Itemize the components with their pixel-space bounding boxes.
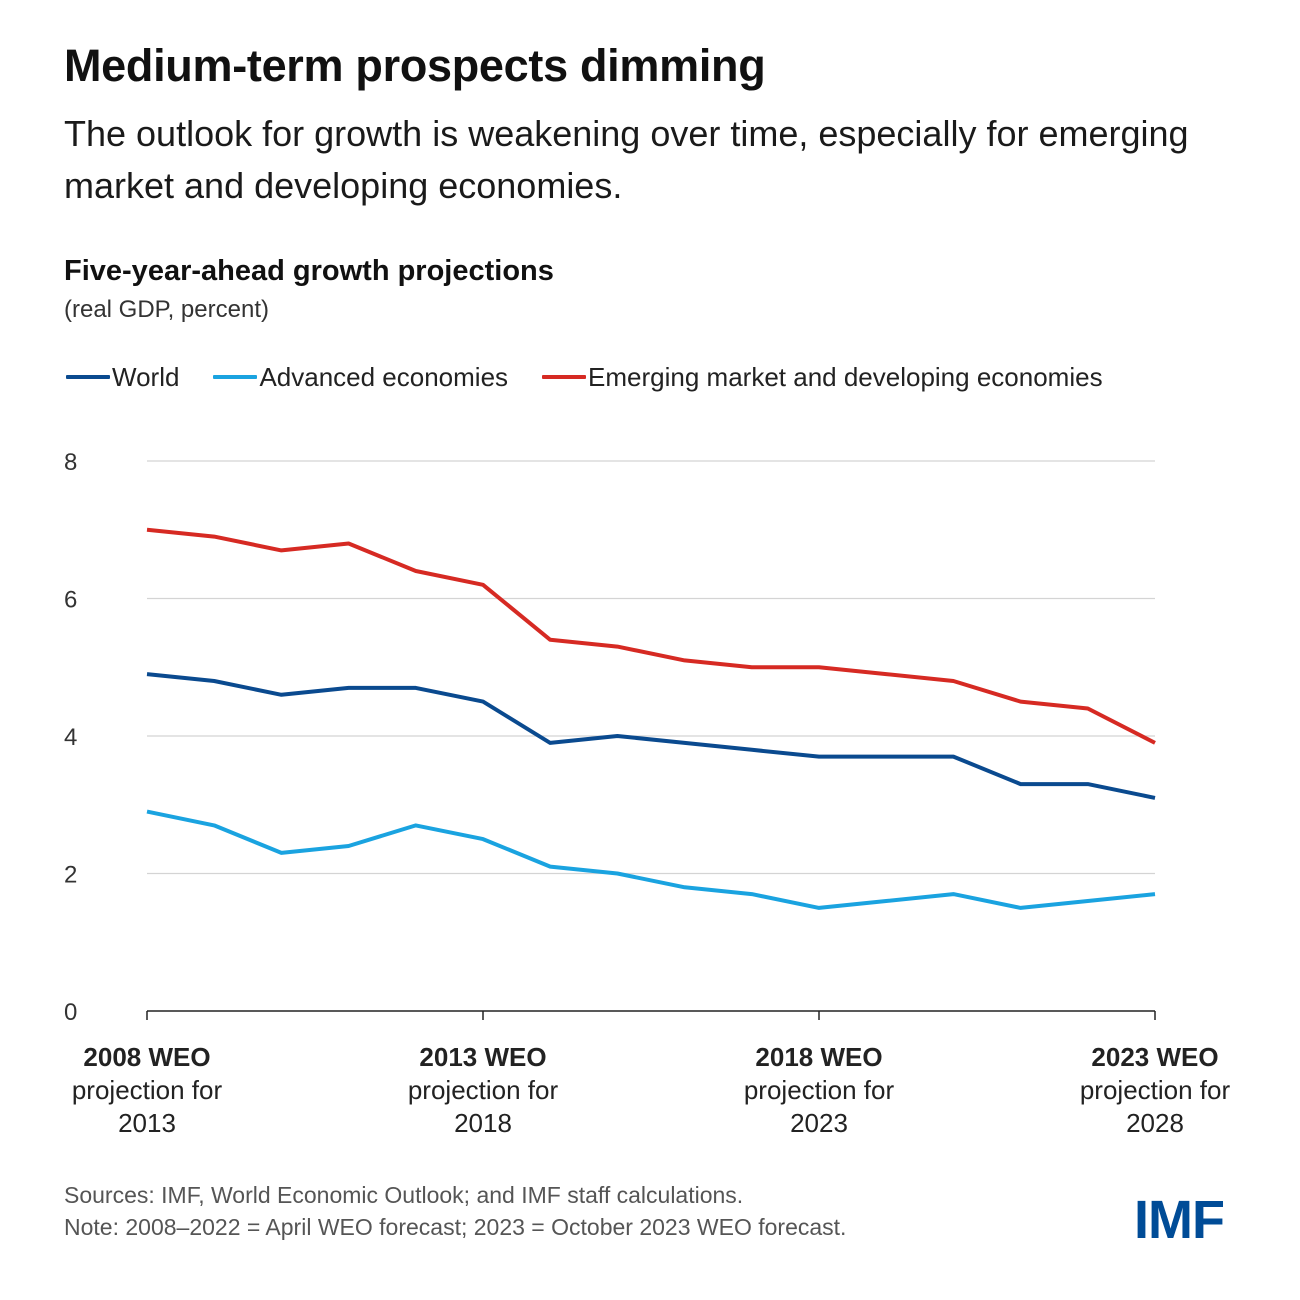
y-tick-label-6: 6 bbox=[64, 587, 77, 614]
chart-units: (real GDP, percent) bbox=[64, 296, 269, 323]
series-line-emerging-market-and-developing-economies bbox=[146, 527, 1156, 745]
x-tick-label-line: projection for bbox=[744, 1075, 895, 1105]
x-tick-label-line: projection for bbox=[1080, 1075, 1231, 1105]
x-tick-label-line: 2018 WEO bbox=[755, 1042, 882, 1072]
x-tick-label-2023: 2023 WEO projection for 2028 bbox=[1080, 1042, 1231, 1138]
series-line-advanced-economies bbox=[146, 809, 1156, 910]
forecast-note: Note: 2008–2022 = April WEO forecast; 20… bbox=[64, 1214, 847, 1240]
x-tick-label-line: 2018 bbox=[454, 1108, 512, 1138]
x-tick-label-line: 2023 bbox=[790, 1108, 848, 1138]
x-tick-label-line: 2028 bbox=[1126, 1108, 1184, 1138]
legend-swatch-emerging-economies bbox=[542, 375, 587, 379]
x-tick-label-line: projection for bbox=[72, 1075, 223, 1105]
x-tick-label-line: 2013 bbox=[118, 1108, 176, 1138]
series-line-world bbox=[146, 672, 1156, 800]
x-tick-label-2018: 2018 WEO projection for 2023 bbox=[744, 1042, 895, 1138]
x-tick-label-line: 2013 WEO bbox=[419, 1042, 546, 1072]
legend-label-advanced-economies: Advanced economies bbox=[259, 361, 509, 392]
legend-item-world: World bbox=[66, 362, 179, 393]
x-tick-label-2008: 2008 WEO projection for 2013 bbox=[72, 1042, 223, 1138]
chart-legend: World Advanced economies Emerging market… bbox=[66, 360, 1137, 394]
imf-logo: IMF bbox=[1134, 1190, 1225, 1250]
x-tick-label-line: projection for bbox=[408, 1075, 559, 1105]
legend-item-advanced-economies: Advanced economies bbox=[213, 362, 508, 393]
y-tick-label-4: 4 bbox=[64, 724, 77, 751]
legend-item-emerging-economies: Emerging market and developing economies bbox=[542, 362, 1103, 393]
y-axis-tick-labels: 0 2 4 6 8 bbox=[64, 449, 77, 1026]
legend-label-emerging-economies: Emerging market and developing economies bbox=[588, 361, 1103, 392]
legend-label-world: World bbox=[112, 361, 180, 392]
x-tick-label-line: 2023 WEO bbox=[1091, 1042, 1218, 1072]
x-axis bbox=[146, 1010, 1156, 1020]
series-lines bbox=[146, 527, 1156, 910]
y-tick-label-8: 8 bbox=[64, 449, 77, 476]
legend-swatch-world bbox=[66, 375, 110, 379]
x-tick-label-line: 2008 WEO bbox=[83, 1042, 210, 1072]
x-tick-label-2013: 2013 WEO projection for 2018 bbox=[408, 1042, 559, 1138]
gridlines bbox=[147, 460, 1155, 875]
y-tick-label-0: 0 bbox=[64, 999, 77, 1026]
chart-title: Five-year-ahead growth projections bbox=[64, 255, 554, 287]
page-subtitle: The outlook for growth is weakening over… bbox=[64, 113, 1189, 206]
legend-swatch-advanced-economies bbox=[213, 375, 258, 379]
y-tick-label-2: 2 bbox=[64, 862, 77, 889]
page-title: Medium-term prospects dimming bbox=[64, 40, 766, 91]
source-note: Sources: IMF, World Economic Outlook; an… bbox=[64, 1182, 744, 1208]
